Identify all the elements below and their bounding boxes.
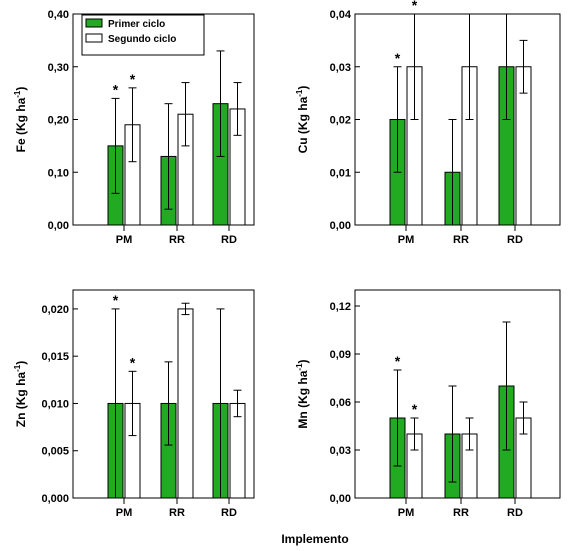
mn-y-tick-label: 0,12 [330, 301, 351, 313]
zn-y-tick-label: 0,005 [41, 446, 69, 458]
mn-category-label: RR [453, 507, 469, 519]
fe-y-tick-label: 0,40 [48, 9, 69, 21]
cu-y-tick-label: 0,02 [330, 115, 351, 127]
fe-y-tick-label: 0,10 [48, 167, 69, 179]
cu-y-tick-label: 0,00 [330, 220, 351, 232]
zn-y-tick-label: 0,015 [41, 351, 69, 363]
cu-y-tick-label: 0,01 [330, 167, 351, 179]
zn-y-tick-label: 0,000 [41, 493, 69, 505]
legend-label-primer: Primer ciclo [108, 19, 165, 30]
zn-category-label: RD [221, 507, 237, 519]
cu-category-label: PM [398, 234, 415, 246]
cu-y-tick-label: 0,03 [330, 62, 351, 74]
fe-significance-star: * [113, 81, 119, 97]
fe-y-tick-label: 0,30 [48, 62, 69, 74]
fe-category-label: RD [221, 234, 237, 246]
cu-y-tick-label: 0,04 [330, 9, 352, 21]
mn-y-tick-label: 0,00 [330, 493, 351, 505]
mn-category-label: RD [507, 507, 523, 519]
cu-category-label: RD [507, 234, 523, 246]
cu-significance-star: * [412, 0, 418, 13]
legend-swatch-segundo [85, 33, 103, 43]
fe-significance-star: * [130, 71, 136, 87]
legend-swatch-primer [85, 18, 103, 28]
legend-label-segundo: Segundo ciclo [108, 34, 176, 45]
fe-category-label: RR [169, 234, 185, 246]
zn-bar-segundo [177, 308, 194, 499]
cu-y-axis-label: Cu (Kg ha-1) [295, 86, 310, 154]
mn-significance-star: * [395, 353, 401, 369]
mn-y-tick-label: 0,03 [330, 445, 351, 457]
zn-significance-star: * [113, 292, 119, 308]
mn-y-tick-label: 0,09 [330, 349, 351, 361]
zn-bar-segundo [229, 402, 246, 499]
zn-y-tick-label: 0,010 [41, 398, 69, 410]
x-axis-label: Implemento [281, 532, 348, 546]
mn-y-tick-label: 0,06 [330, 397, 351, 409]
zn-y-tick-label: 0,020 [41, 304, 69, 316]
zn-category-label: RR [169, 507, 185, 519]
zn-y-axis-label: Zn (Kg ha-1) [13, 361, 28, 427]
fe-y-tick-label: 0,00 [48, 220, 69, 232]
cu-significance-star: * [395, 50, 401, 66]
fe-y-tick-label: 0,20 [48, 115, 69, 127]
zn-category-label: PM [116, 507, 133, 519]
mn-category-label: PM [398, 507, 415, 519]
mn-y-axis-label: Mn (Kg ha-1) [295, 359, 310, 428]
zn-significance-star: * [130, 354, 136, 370]
mn-significance-star: * [412, 401, 418, 417]
fe-category-label: PM [116, 234, 133, 246]
fe-y-axis-label: Fe (Kg ha-1) [13, 87, 28, 153]
cu-category-label: RR [453, 234, 469, 246]
